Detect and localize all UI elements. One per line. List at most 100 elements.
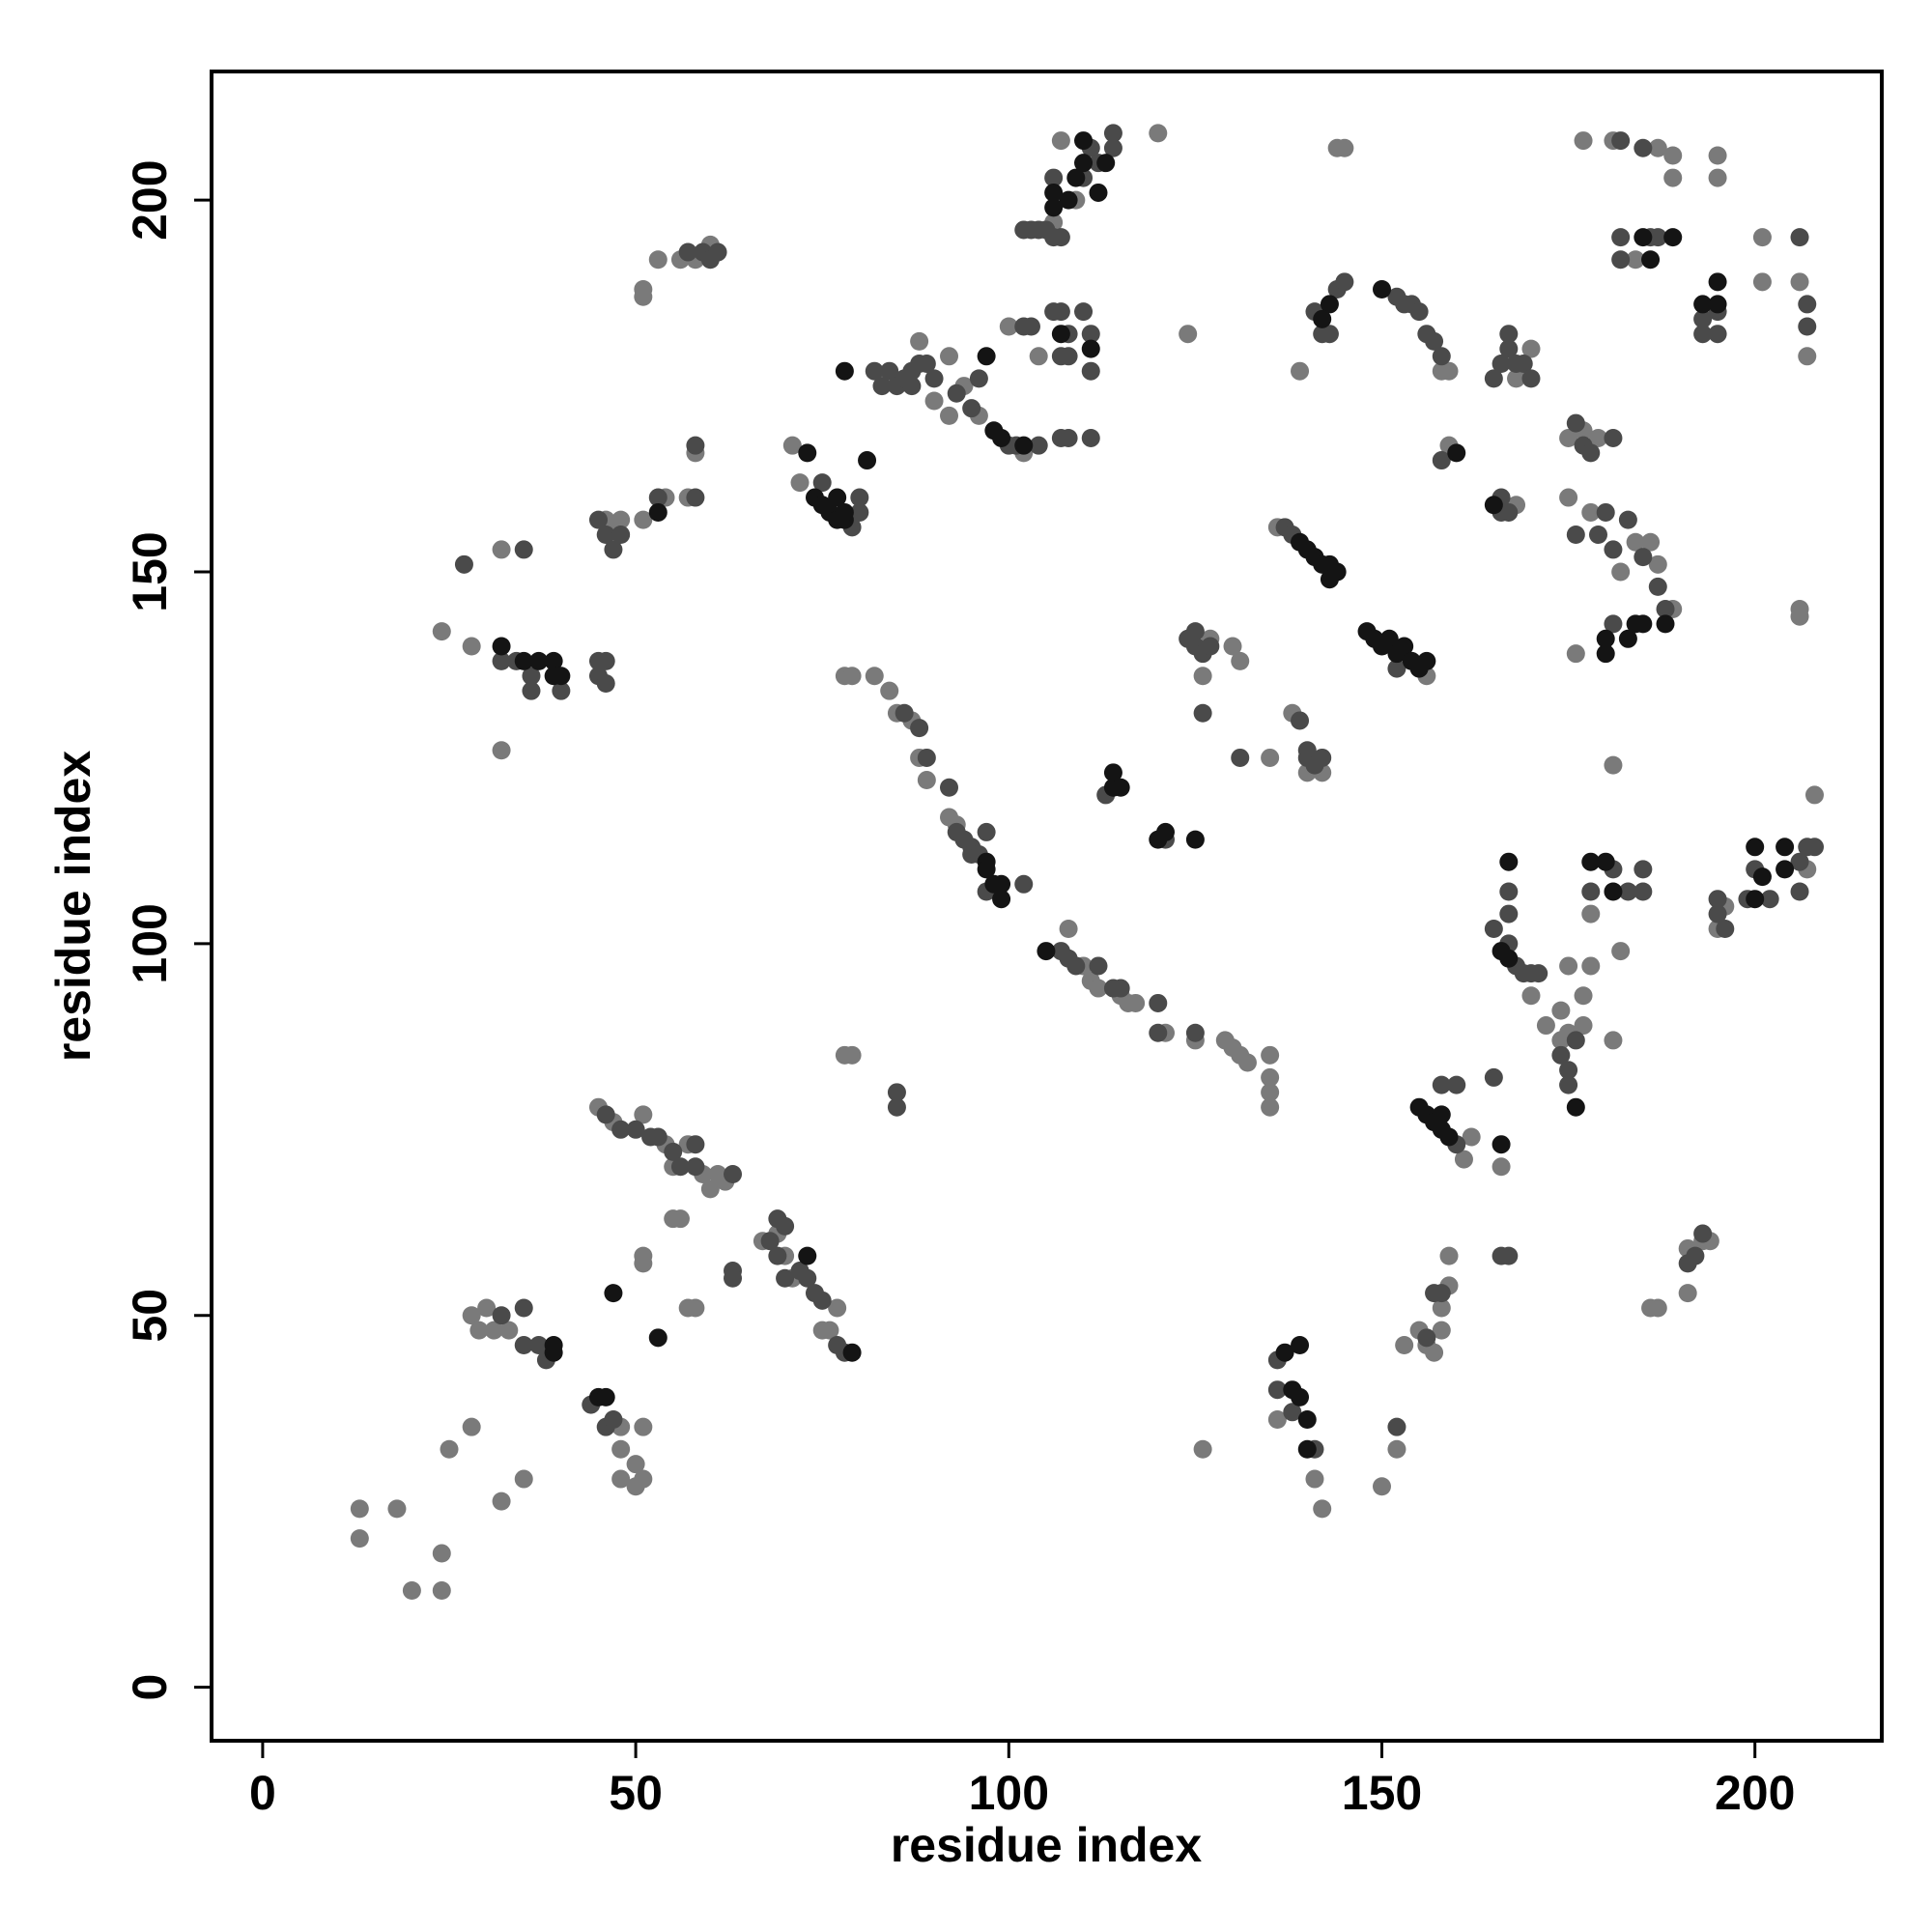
- point: [387, 1499, 407, 1519]
- point: [1291, 361, 1310, 381]
- point: [484, 1321, 503, 1340]
- point: [1267, 1409, 1287, 1429]
- point: [1432, 451, 1451, 470]
- point: [634, 280, 653, 299]
- point: [514, 1469, 533, 1489]
- point: [686, 488, 705, 507]
- point: [1432, 1075, 1451, 1094]
- point: [917, 748, 936, 767]
- point: [350, 1529, 369, 1548]
- point: [1432, 1105, 1451, 1124]
- point: [1776, 860, 1795, 879]
- point: [1149, 1023, 1168, 1042]
- point: [469, 1321, 489, 1340]
- point: [977, 822, 996, 841]
- point: [1634, 548, 1653, 567]
- x-tick-label: 100: [969, 1766, 1049, 1820]
- point: [708, 242, 727, 262]
- point: [1051, 302, 1070, 322]
- point: [1634, 860, 1653, 879]
- point: [798, 1268, 817, 1288]
- point: [947, 384, 966, 403]
- y-tick-label: 50: [123, 1289, 177, 1343]
- point: [1291, 1387, 1310, 1406]
- point: [850, 488, 869, 507]
- point: [1089, 979, 1108, 998]
- point: [917, 771, 936, 790]
- point: [1611, 131, 1631, 151]
- point: [1492, 354, 1511, 373]
- y-axis-label: residue index: [46, 751, 100, 1063]
- point: [1335, 272, 1354, 292]
- point: [842, 1045, 862, 1065]
- point: [1648, 228, 1667, 247]
- point: [492, 1306, 511, 1325]
- point: [1663, 228, 1683, 247]
- point: [1746, 890, 1765, 909]
- point: [776, 1268, 795, 1288]
- point: [648, 1328, 668, 1348]
- point: [1574, 986, 1593, 1006]
- point: [1604, 614, 1623, 634]
- point: [865, 667, 884, 686]
- point: [686, 1157, 705, 1177]
- point: [1499, 1246, 1519, 1265]
- point: [1029, 347, 1048, 366]
- point: [1618, 629, 1637, 648]
- point: [1156, 822, 1176, 841]
- point: [1618, 882, 1637, 901]
- point: [604, 540, 623, 559]
- point: [462, 637, 481, 656]
- point: [1551, 1045, 1571, 1065]
- point: [1417, 1328, 1436, 1348]
- point: [768, 1246, 787, 1265]
- point: [1798, 347, 1817, 366]
- point: [1596, 502, 1615, 522]
- point: [1313, 1499, 1332, 1519]
- point: [1641, 532, 1661, 552]
- point: [1103, 138, 1122, 157]
- point: [1581, 502, 1601, 522]
- point: [880, 361, 899, 381]
- point: [1790, 852, 1809, 871]
- point: [1604, 1031, 1623, 1050]
- point: [895, 703, 914, 723]
- point: [1604, 428, 1623, 447]
- point: [1574, 1016, 1593, 1036]
- point: [432, 1581, 451, 1601]
- point: [700, 1179, 720, 1199]
- point: [1693, 295, 1713, 314]
- point: [1261, 1083, 1280, 1102]
- point: [1559, 956, 1578, 976]
- point: [1790, 607, 1809, 626]
- point: [1693, 309, 1713, 328]
- point: [1634, 138, 1653, 157]
- point: [1297, 741, 1317, 760]
- point: [1044, 198, 1064, 217]
- point: [924, 391, 944, 411]
- x-axis-label: residue index: [891, 1818, 1203, 1872]
- point: [1014, 436, 1034, 455]
- point: [1536, 1016, 1555, 1036]
- point: [1566, 1031, 1585, 1050]
- point: [1581, 443, 1601, 463]
- point: [686, 436, 705, 455]
- point: [1185, 830, 1205, 849]
- point: [1678, 1284, 1697, 1303]
- point: [1611, 942, 1631, 961]
- point: [1746, 838, 1765, 857]
- point: [1439, 361, 1459, 381]
- point: [940, 347, 959, 366]
- point: [1521, 339, 1541, 358]
- point: [1752, 228, 1772, 247]
- point: [1693, 325, 1713, 344]
- point: [1066, 168, 1086, 187]
- point: [842, 667, 862, 686]
- point: [432, 1544, 451, 1563]
- point: [962, 399, 981, 418]
- point: [1798, 317, 1817, 336]
- point: [1611, 228, 1631, 247]
- point: [1066, 956, 1086, 976]
- point: [648, 488, 668, 507]
